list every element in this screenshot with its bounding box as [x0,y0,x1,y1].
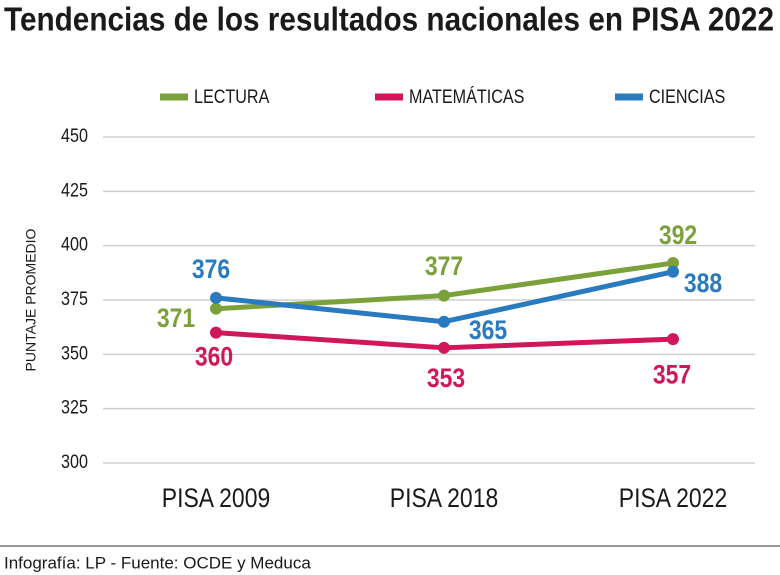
point [210,326,222,339]
point [210,291,222,304]
y-tick-label: 300 [61,451,88,473]
y-tick-label: 375 [61,288,88,310]
point [438,341,450,354]
legend-label: CIENCIAS [649,86,725,108]
y-axis-label: PUNTAJE PROMEDIO [23,228,39,371]
x-tick-label: PISA 2009 [162,483,270,513]
source: Infografía: LP - Fuente: OCDE y Meduca [4,553,311,572]
legend-label: MATEMÁTICAS [409,86,524,108]
y-tick-label: 400 [61,233,88,255]
data-label: 376 [192,254,230,284]
data-label: 388 [684,268,722,298]
point [438,289,450,302]
data-label: 371 [157,303,195,333]
chart-title: Tendencias de los resultados nacionales … [4,1,774,38]
data-label: 360 [195,342,233,372]
y-tick-label: 450 [61,125,88,147]
x-tick-label: PISA 2018 [390,483,498,513]
data-label: 377 [425,251,463,281]
point [210,302,222,315]
y-tick-label: 425 [61,179,88,201]
data-label: 357 [653,360,691,390]
data-label: 365 [469,315,507,345]
point [438,315,450,328]
point [667,333,679,346]
point [667,265,679,278]
data-label: 392 [659,220,697,250]
data-label: 353 [427,363,465,393]
point [667,257,679,270]
legend-label: LECTURA [194,86,270,108]
y-tick-label: 350 [61,342,88,364]
y-tick-label: 325 [61,396,88,418]
x-tick-label: PISA 2022 [619,483,727,513]
